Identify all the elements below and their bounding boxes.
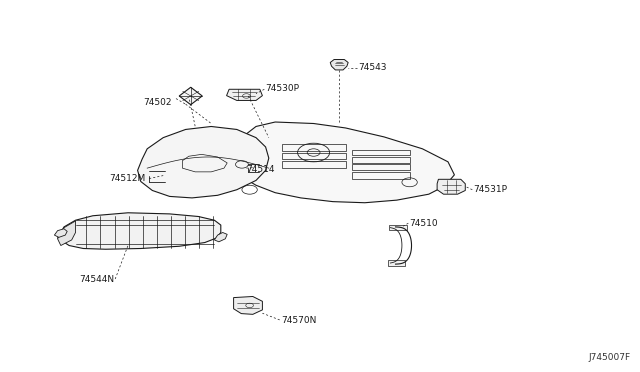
Text: 74531P: 74531P <box>474 185 508 194</box>
Polygon shape <box>54 229 67 237</box>
Polygon shape <box>58 213 221 249</box>
Text: J745007F: J745007F <box>588 353 630 362</box>
Polygon shape <box>388 260 405 266</box>
Text: 74544N: 74544N <box>79 275 114 284</box>
Polygon shape <box>234 296 262 314</box>
Polygon shape <box>389 225 407 230</box>
Polygon shape <box>138 126 269 198</box>
Polygon shape <box>58 221 76 246</box>
Polygon shape <box>330 60 348 70</box>
Text: 74543: 74543 <box>358 63 387 72</box>
Polygon shape <box>179 87 202 105</box>
Text: 74502: 74502 <box>143 98 172 107</box>
Text: 74512M: 74512M <box>109 174 146 183</box>
Polygon shape <box>227 89 262 100</box>
Polygon shape <box>234 122 454 203</box>
Text: 74510: 74510 <box>410 219 438 228</box>
Polygon shape <box>214 232 227 242</box>
Text: 74514: 74514 <box>246 165 275 174</box>
Polygon shape <box>437 179 465 194</box>
Text: 74570N: 74570N <box>282 316 317 325</box>
Text: 74530P: 74530P <box>266 84 300 93</box>
